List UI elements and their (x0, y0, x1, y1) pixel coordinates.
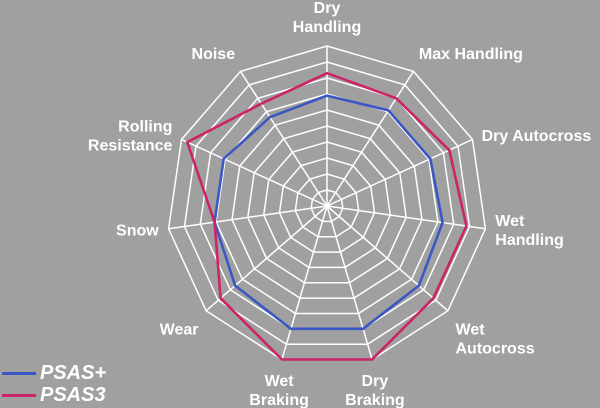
axis-label: Wet Autocross (456, 321, 535, 357)
axis-label-line: Dry (362, 373, 389, 390)
axis-label-line: Dry (314, 0, 341, 17)
axis-label: Noise (192, 46, 236, 63)
axis-label-line: Wet (495, 213, 525, 230)
axis-label: Wet Braking (249, 373, 309, 408)
axis-label-line: Rolling (118, 118, 172, 135)
axis-label: Wet Handling (495, 213, 563, 249)
legend-item-psas3: PSAS3 (2, 384, 106, 406)
axis-spoke (281, 205, 328, 360)
legend-swatch-psas3 (2, 393, 36, 397)
grid-ring (231, 109, 423, 299)
axis-label: Max Handling (419, 46, 523, 63)
axis-label: Wear (160, 321, 199, 338)
axis-spoke (326, 205, 373, 360)
axis-label-line: Snow (116, 223, 159, 240)
axis-label-line: Noise (192, 46, 236, 63)
axis-spoke (326, 205, 486, 230)
grid-ring (294, 173, 360, 238)
axis-label-line: Wet (456, 321, 486, 338)
axis-spoke (239, 70, 328, 207)
axis-spoke (181, 138, 328, 207)
axis-label-line: Handling (495, 232, 563, 249)
axis-label: Snow (116, 223, 159, 240)
legend: PSAS+ PSAS3 (2, 362, 106, 406)
axis-spoke (326, 205, 449, 312)
axis-label-line: Max Handling (419, 46, 523, 63)
axis-label: Dry Autocross (482, 128, 592, 145)
legend-label-psas-plus: PSAS+ (40, 361, 107, 384)
axis-spoke (168, 205, 328, 230)
grid-ring (183, 61, 471, 345)
axis-label-line: Wear (160, 321, 199, 338)
axis-spoke (326, 70, 415, 207)
grid-ring (247, 125, 407, 284)
axis-label-line: Resistance (88, 137, 173, 154)
series-line-1 (186, 71, 468, 361)
axis-spoke (205, 205, 328, 312)
axis-label-line: Handling (293, 19, 361, 36)
axis-label: Rolling Resistance (88, 118, 173, 154)
legend-item-psas-plus: PSAS+ (2, 362, 106, 384)
grid-ring (310, 189, 344, 223)
axis-label: Dry Braking (345, 373, 405, 408)
legend-label-psas3: PSAS3 (40, 383, 106, 406)
series-line-0 (213, 94, 444, 331)
axis-label-line: Dry Autocross (482, 128, 592, 145)
grid-ring (262, 141, 392, 269)
axis-label: Dry Handling (293, 0, 361, 36)
axis-label-line: Braking (345, 392, 405, 408)
axis-label-line: Braking (249, 392, 309, 408)
legend-swatch-psas-plus (2, 371, 36, 375)
grid-ring (278, 157, 376, 253)
axis-label-line: Wet (265, 373, 295, 390)
axis-label-line: Autocross (456, 340, 535, 357)
